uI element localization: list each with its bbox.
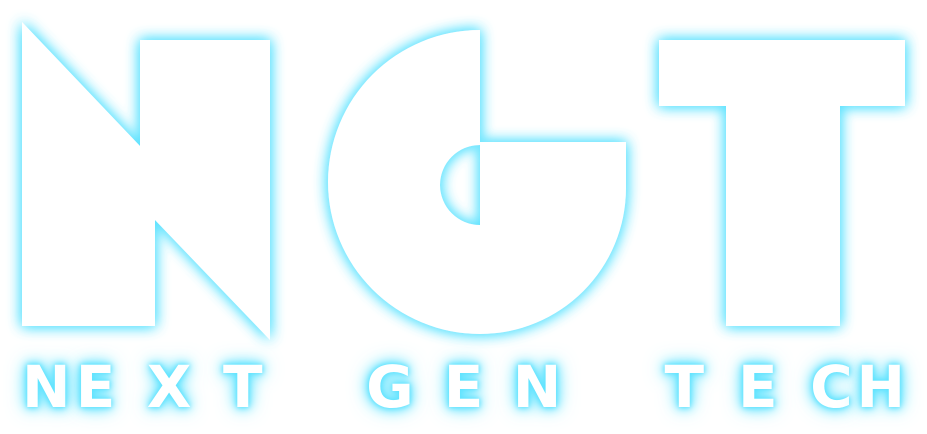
letter-t bbox=[659, 40, 905, 326]
letter-n bbox=[22, 22, 270, 340]
tagline-letter: G bbox=[366, 353, 414, 421]
tagline-letter: N bbox=[22, 353, 71, 421]
tagline-letter: T bbox=[664, 353, 705, 421]
tagline-letter: E bbox=[443, 353, 484, 421]
tagline-letter: X bbox=[146, 353, 192, 421]
tagline-letter: C bbox=[810, 353, 853, 421]
letter-g bbox=[328, 30, 626, 334]
tagline-letter: T bbox=[222, 353, 263, 421]
tagline-letter: N bbox=[512, 353, 562, 421]
tagline-letter: E bbox=[75, 353, 116, 421]
tagline-letter: E bbox=[738, 353, 778, 421]
tagline-letter: H bbox=[856, 353, 905, 421]
